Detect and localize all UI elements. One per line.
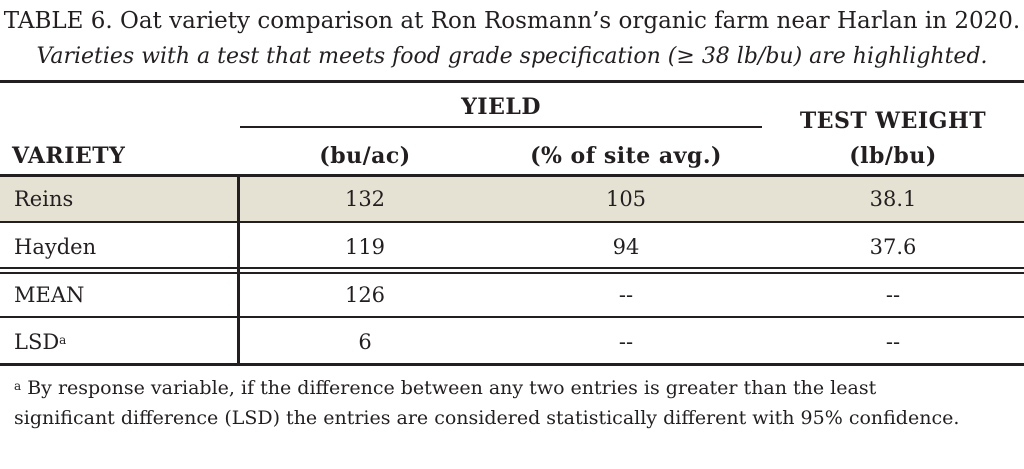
yield-pct-header: (% of site avg.): [530, 143, 722, 169]
lsd-label: LSD: [14, 330, 60, 354]
summary-row-yield-pct: --: [618, 330, 634, 354]
table-row-highlight: [0, 177, 1024, 222]
footnote-line-1: By response variable, if the difference …: [27, 377, 877, 399]
table-row-variety: Reins: [14, 187, 74, 211]
table-row-yield-bu-ac: 119: [344, 235, 386, 259]
footnote-marker: a: [59, 333, 67, 347]
summary-row-label: LSDa: [14, 328, 66, 356]
bottom-rule: [0, 363, 1024, 366]
test-weight-header: TEST WEIGHT: [799, 108, 987, 134]
row-rule: [0, 316, 1024, 318]
summary-row-test-weight: --: [885, 330, 901, 354]
table-row-test-weight: 37.6: [869, 235, 917, 259]
summary-double-rule-top: [0, 267, 1024, 269]
table-title: TABLE 6. Oat variety comparison at Ron R…: [3, 8, 1021, 34]
summary-row-yield-bu-ac: 126: [344, 283, 386, 307]
variety-header: VARIETY: [12, 143, 126, 169]
table-subtitle: Varieties with a test that meets food gr…: [36, 44, 988, 69]
footnote-marker: a: [14, 379, 22, 393]
summary-row-yield-pct: --: [618, 283, 634, 307]
yield-bu-ac-header: (bu/ac): [319, 143, 411, 169]
test-weight-unit-header: (lb/bu): [849, 143, 937, 169]
yield-group-header: YIELD: [461, 94, 541, 120]
summary-row-test-weight: --: [885, 283, 901, 307]
header-rule: [0, 174, 1024, 177]
table-row-yield-pct: 105: [605, 187, 647, 211]
summary-row-yield-bu-ac: 6: [358, 330, 372, 354]
row-rule: [0, 221, 1024, 223]
table-row-test-weight: 38.1: [869, 187, 917, 211]
summary-row-label: MEAN: [14, 283, 85, 307]
top-rule: [0, 80, 1024, 83]
yield-group-rule: [240, 126, 762, 128]
table-row-yield-pct: 94: [612, 235, 640, 259]
table-row-yield-bu-ac: 132: [344, 187, 386, 211]
table-footnote: a By response variable, if the differenc…: [14, 373, 1014, 433]
variety-column-divider: [237, 177, 240, 363]
table-row-variety: Hayden: [14, 235, 97, 259]
summary-double-rule-bottom: [0, 272, 1024, 274]
footnote-line-2: significant difference (LSD) the entries…: [14, 407, 960, 429]
